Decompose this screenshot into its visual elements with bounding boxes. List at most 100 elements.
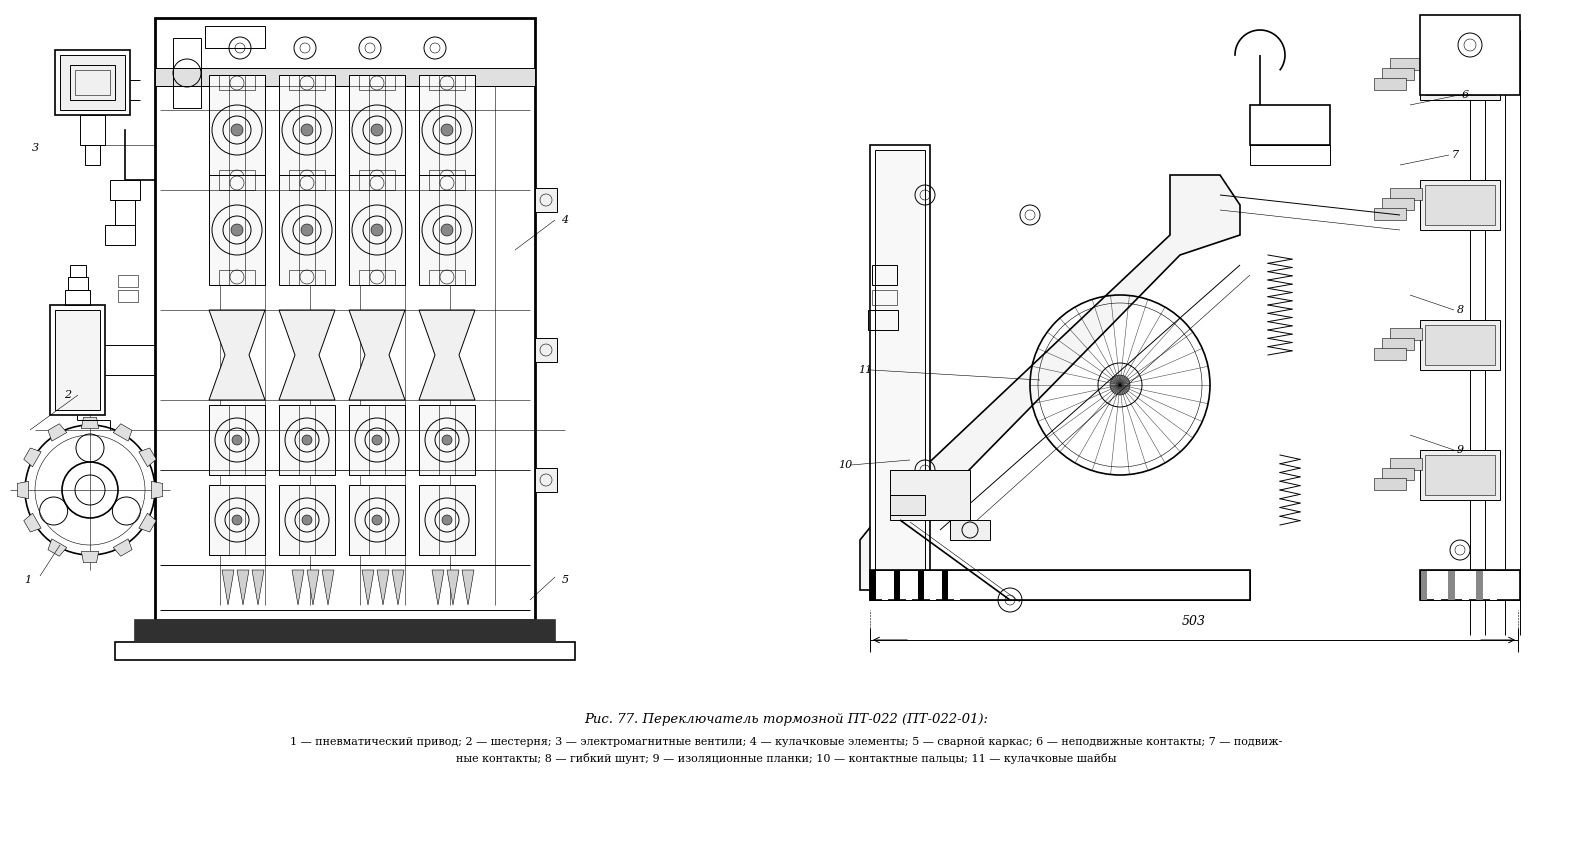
- Bar: [156, 18, 535, 620]
- Bar: [1425, 455, 1494, 495]
- Bar: [135, 620, 555, 642]
- Polygon shape: [362, 570, 374, 605]
- Bar: [289, 75, 326, 90]
- Circle shape: [442, 515, 451, 525]
- Text: 5: 5: [562, 575, 568, 585]
- Polygon shape: [893, 570, 900, 600]
- Polygon shape: [252, 570, 264, 605]
- Circle shape: [371, 224, 382, 236]
- Bar: [868, 310, 898, 330]
- Text: 1 — пневматический привод; 2 — шестерня; 3 — электромагнитные вентили; 4 — кулач: 1 — пневматический привод; 2 — шестерня;…: [289, 737, 1282, 747]
- Bar: [349, 175, 404, 285]
- Bar: [1373, 348, 1406, 360]
- Bar: [71, 65, 115, 100]
- Bar: [1391, 58, 1422, 70]
- Bar: [1420, 50, 1501, 100]
- Polygon shape: [1490, 570, 1497, 600]
- Polygon shape: [24, 513, 41, 532]
- Polygon shape: [322, 570, 333, 605]
- Bar: [1420, 450, 1501, 500]
- Bar: [118, 275, 138, 287]
- Text: 7: 7: [1452, 150, 1458, 160]
- Text: 4: 4: [562, 215, 568, 225]
- Bar: [1373, 478, 1406, 490]
- Bar: [278, 405, 335, 475]
- Text: 8: 8: [1457, 305, 1463, 315]
- Text: 10: 10: [838, 460, 853, 470]
- Bar: [1383, 338, 1414, 350]
- Polygon shape: [209, 310, 264, 400]
- Bar: [278, 175, 335, 285]
- Polygon shape: [349, 310, 404, 400]
- Polygon shape: [138, 448, 156, 467]
- Polygon shape: [870, 570, 876, 600]
- Bar: [1420, 15, 1520, 95]
- Bar: [875, 150, 925, 595]
- Bar: [60, 55, 124, 110]
- Polygon shape: [860, 175, 1240, 590]
- Polygon shape: [138, 513, 156, 532]
- Polygon shape: [113, 539, 132, 557]
- Bar: [871, 290, 897, 305]
- Bar: [429, 175, 466, 190]
- Bar: [278, 485, 335, 555]
- Text: 3: 3: [31, 143, 39, 153]
- Bar: [289, 175, 326, 190]
- Bar: [1383, 468, 1414, 480]
- Polygon shape: [919, 570, 923, 600]
- Bar: [871, 265, 897, 285]
- Text: 2: 2: [64, 390, 71, 400]
- Bar: [219, 75, 255, 90]
- Bar: [173, 38, 201, 108]
- Text: Рис. 77. Переключатель тормозной ПТ-022 (ПТ-022-01):: Рис. 77. Переключатель тормозной ПТ-022 …: [584, 714, 988, 727]
- Bar: [429, 75, 466, 90]
- Bar: [118, 290, 138, 302]
- Text: ные контакты; 8 — гибкий шунт; 9 — изоляционные планки; 10 — контактные пальцы; : ные контакты; 8 — гибкий шунт; 9 — изоля…: [456, 753, 1117, 764]
- Polygon shape: [1420, 570, 1427, 600]
- Bar: [204, 26, 264, 48]
- Bar: [890, 470, 971, 520]
- Bar: [535, 188, 557, 212]
- Circle shape: [440, 224, 453, 236]
- Polygon shape: [293, 570, 304, 605]
- Polygon shape: [238, 570, 249, 605]
- Bar: [1420, 570, 1520, 600]
- Polygon shape: [82, 418, 99, 429]
- Bar: [289, 270, 326, 285]
- Bar: [1420, 570, 1520, 600]
- Bar: [359, 270, 395, 285]
- Circle shape: [300, 124, 313, 136]
- Polygon shape: [1461, 570, 1469, 600]
- Circle shape: [231, 124, 242, 136]
- Polygon shape: [906, 570, 912, 600]
- Bar: [1420, 180, 1501, 230]
- Polygon shape: [882, 570, 889, 600]
- Circle shape: [302, 435, 311, 445]
- Bar: [1373, 208, 1406, 220]
- Bar: [105, 225, 135, 245]
- Polygon shape: [930, 570, 936, 600]
- Polygon shape: [113, 424, 132, 441]
- Bar: [1251, 145, 1331, 165]
- Circle shape: [1111, 375, 1129, 395]
- Bar: [219, 170, 255, 185]
- Bar: [219, 175, 255, 190]
- Bar: [349, 485, 404, 555]
- Bar: [55, 310, 101, 410]
- Bar: [870, 145, 930, 600]
- Text: 1: 1: [25, 575, 31, 585]
- Bar: [1425, 185, 1494, 225]
- Circle shape: [440, 124, 453, 136]
- Bar: [429, 270, 466, 285]
- Bar: [156, 68, 535, 86]
- Polygon shape: [222, 570, 234, 605]
- Polygon shape: [1475, 570, 1483, 600]
- Bar: [535, 468, 557, 492]
- Circle shape: [300, 224, 313, 236]
- Bar: [418, 405, 475, 475]
- Bar: [870, 570, 1251, 600]
- Bar: [890, 495, 925, 515]
- Polygon shape: [49, 424, 66, 441]
- Circle shape: [371, 124, 382, 136]
- Polygon shape: [24, 448, 41, 467]
